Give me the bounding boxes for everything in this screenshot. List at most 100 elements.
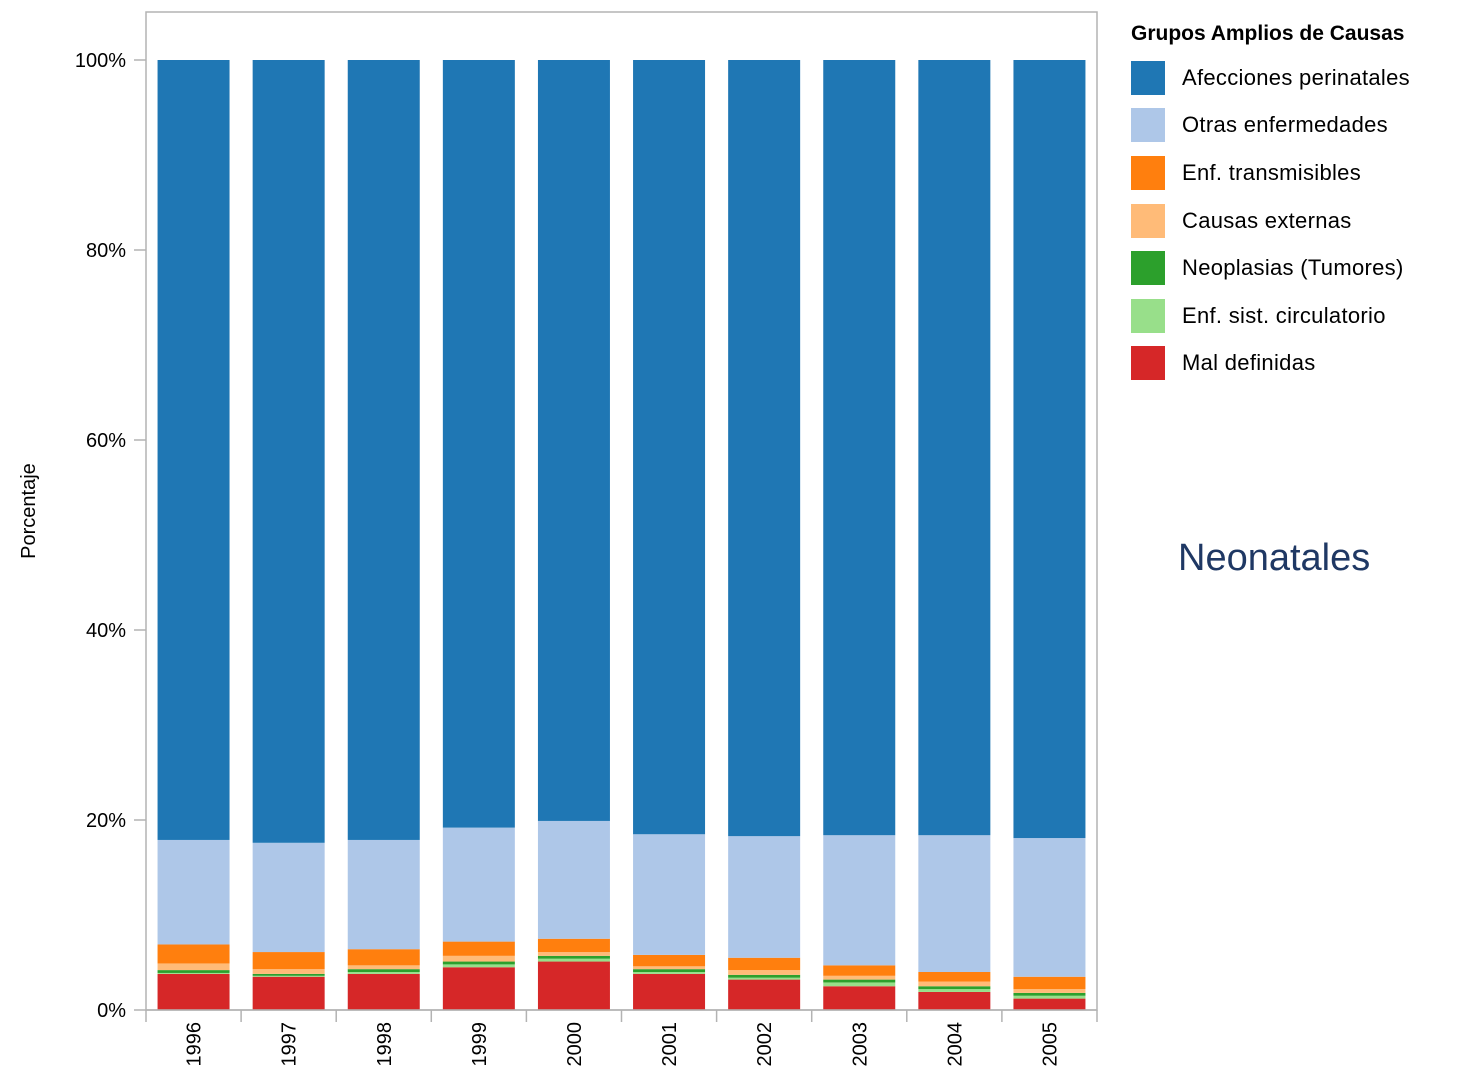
legend-swatch <box>1131 108 1165 143</box>
bar-segment-2001-2 <box>633 969 706 972</box>
legend-items: Afecciones perinatales Otras enfermedades… <box>1131 54 1410 387</box>
bar-segment-2000-1 <box>537 958 610 962</box>
legend-item: Otras enfermedades <box>1131 102 1410 150</box>
bar-segment-2004-6 <box>918 60 991 836</box>
x-tick-label: 2002 <box>754 1022 776 1067</box>
bar-segment-2003-6 <box>823 60 896 836</box>
bar-segment-1996-5 <box>157 839 230 945</box>
legend-label: Otras enfermedades <box>1182 112 1388 138</box>
legend-label: Afecciones perinatales <box>1182 64 1410 90</box>
bar-segment-1996-0 <box>157 973 230 1010</box>
bar-segment-2002-5 <box>728 836 801 958</box>
x-tick-label: 1997 <box>279 1022 301 1067</box>
bar-segment-1999-5 <box>442 827 515 942</box>
bar-segment-2003-1 <box>823 982 896 987</box>
bars-group <box>157 60 1086 1010</box>
bar-segment-2000-2 <box>537 955 610 959</box>
bar-segment-1996-3 <box>157 963 230 971</box>
bar-segment-1999-6 <box>442 60 515 828</box>
bar-segment-2003-3 <box>823 975 896 980</box>
x-tick-label: 2000 <box>564 1022 586 1067</box>
bar-segment-2005-4 <box>1013 976 1086 990</box>
x-tick-label: 1996 <box>184 1022 206 1067</box>
bar-segment-2004-4 <box>918 972 991 982</box>
legend-swatch <box>1131 60 1165 95</box>
bar-segment-2003-0 <box>823 986 896 1010</box>
y-axis: 0% 20% 40% 60% 80% 100% <box>75 50 146 1022</box>
bar-segment-1997-1 <box>252 975 325 977</box>
legend: Grupos Amplios de Causas Afecciones peri… <box>1131 22 1410 387</box>
bar-segment-2000-4 <box>537 938 610 953</box>
legend-swatch <box>1131 298 1165 333</box>
y-tick-label: 40% <box>86 620 126 642</box>
y-tick-label: 80% <box>86 240 126 262</box>
bar-segment-2005-5 <box>1013 838 1086 977</box>
bar-segment-2004-3 <box>918 981 991 987</box>
legend-item: Mal definidas <box>1131 340 1410 388</box>
legend-label: Neoplasias (Tumores) <box>1182 255 1404 281</box>
legend-item: Enf. transmisibles <box>1131 149 1410 197</box>
x-tick-label: 1999 <box>469 1022 491 1067</box>
bar-segment-1997-4 <box>252 952 325 970</box>
y-tick-label: 20% <box>86 810 126 832</box>
bar-segment-2004-5 <box>918 835 991 972</box>
bar-segment-2001-6 <box>633 60 706 835</box>
bar-segment-2003-5 <box>823 835 896 966</box>
bar-segment-1997-5 <box>252 842 325 953</box>
bar-segment-2005-6 <box>1013 60 1086 839</box>
bar-segment-1998-5 <box>347 839 420 950</box>
bar-segment-2001-0 <box>633 973 706 1010</box>
bar-segment-2003-4 <box>823 965 896 976</box>
bar-segment-2004-0 <box>918 991 991 1010</box>
bar-segment-2005-3 <box>1013 989 1086 993</box>
bar-segment-2001-4 <box>633 954 706 967</box>
bar-segment-1998-2 <box>347 969 420 972</box>
legend-item: Neoplasias (Tumores) <box>1131 244 1410 292</box>
legend-swatch <box>1131 346 1165 381</box>
bar-segment-1998-4 <box>347 949 420 966</box>
bar-segment-2005-2 <box>1013 992 1086 996</box>
legend-item: Afecciones perinatales <box>1131 54 1410 102</box>
bar-segment-1999-1 <box>442 964 515 968</box>
x-tick-label: 2005 <box>1039 1022 1061 1067</box>
y-tick-label: 100% <box>75 50 126 72</box>
bar-segment-2001-3 <box>633 966 706 970</box>
bar-segment-2000-3 <box>537 952 610 956</box>
bar-segment-2002-6 <box>728 60 801 837</box>
x-axis: 1996 1997 1998 1999 2000 2001 2002 2003 2004 2005 <box>145 1009 1098 1067</box>
y-tick-label: 0% <box>97 1000 126 1022</box>
bar-segment-2000-6 <box>537 60 610 821</box>
bar-segment-1998-0 <box>347 973 420 1010</box>
legend-swatch <box>1131 251 1165 286</box>
legend-label: Enf. transmisibles <box>1182 159 1362 185</box>
bar-segment-1996-2 <box>157 970 230 973</box>
legend-label: Enf. sist. circulatorio <box>1182 302 1386 328</box>
bar-segment-2002-2 <box>728 974 801 978</box>
chart-annotation: Neonatales <box>1178 537 1371 579</box>
bar-segment-2002-0 <box>728 979 801 1010</box>
bar-segment-1996-4 <box>157 944 230 964</box>
bar-segment-2002-3 <box>728 970 801 975</box>
bar-segment-2003-2 <box>823 979 896 983</box>
legend-swatch <box>1131 155 1165 190</box>
bar-segment-2004-1 <box>918 989 991 992</box>
bar-segment-2004-2 <box>918 986 991 990</box>
bar-segment-1998-6 <box>347 60 420 840</box>
bar-segment-1996-6 <box>157 60 230 840</box>
bar-segment-1997-0 <box>252 976 325 1010</box>
bar-segment-1999-4 <box>442 941 515 956</box>
legend-swatch <box>1131 203 1165 238</box>
bar-segment-1997-2 <box>252 973 325 976</box>
bar-segment-1997-3 <box>252 969 325 974</box>
y-tick-label: 60% <box>86 430 126 452</box>
bar-segment-1999-0 <box>442 967 515 1010</box>
bar-segment-2002-4 <box>728 957 801 971</box>
bar-segment-1997-6 <box>252 60 325 843</box>
x-tick-label: 2003 <box>849 1022 871 1067</box>
bar-segment-1998-3 <box>347 965 420 970</box>
bar-segment-1998-1 <box>347 972 420 974</box>
legend-item: Causas externas <box>1131 197 1410 245</box>
legend-label: Mal definidas <box>1182 350 1316 376</box>
y-axis-title: Porcentaje <box>18 463 40 559</box>
bar-segment-1999-2 <box>442 961 515 965</box>
